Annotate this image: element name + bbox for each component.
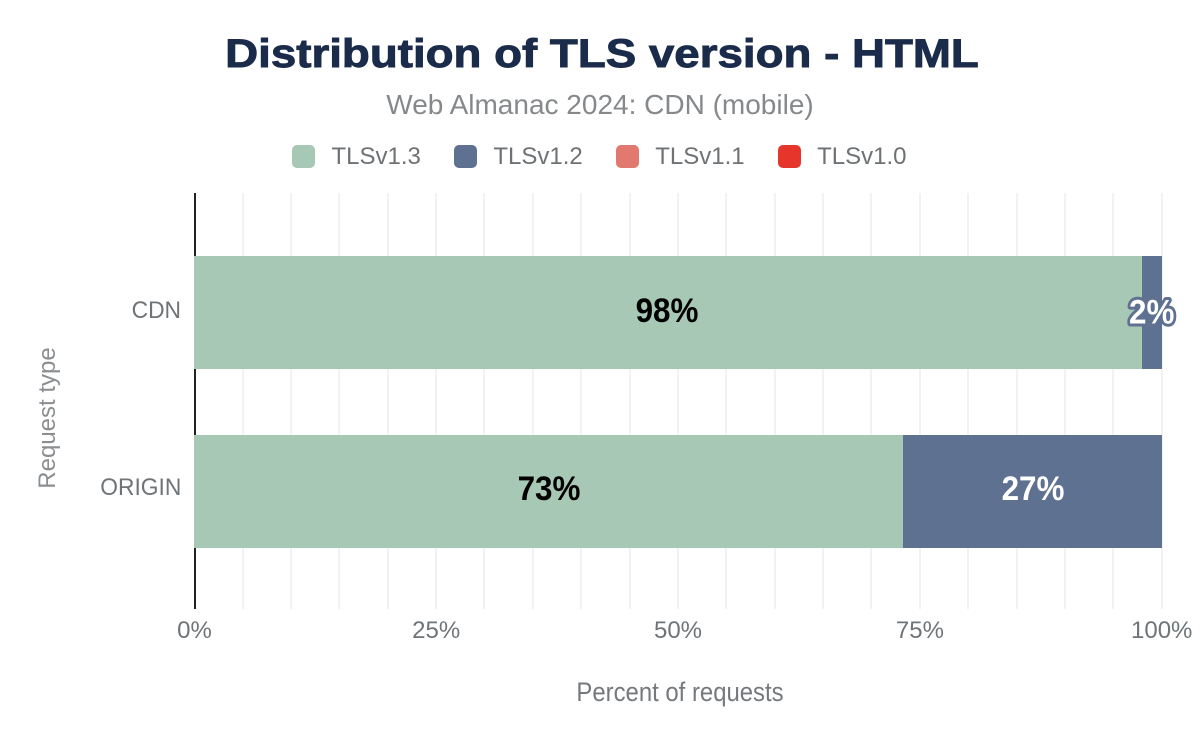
svg-text:2%: 2% bbox=[1129, 292, 1174, 331]
